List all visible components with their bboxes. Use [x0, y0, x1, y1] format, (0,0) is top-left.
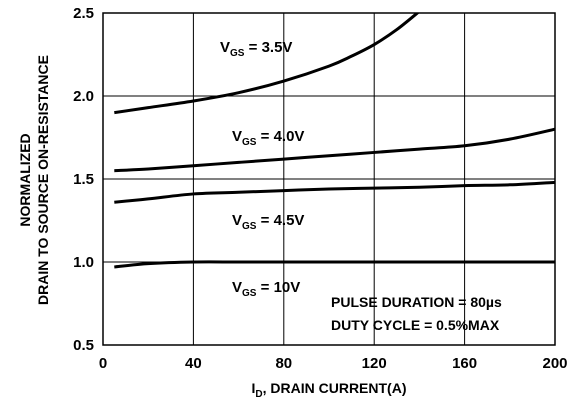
x-axis-label: ID, DRAIN CURRENT(A) — [251, 380, 406, 400]
x-tick-label: 0 — [99, 355, 107, 372]
x-axis-label-rest: , DRAIN CURRENT(A) — [263, 380, 407, 396]
series-line-vgs-4-5v — [114, 180, 555, 204]
annotation-duty-cycle: DUTY CYCLE = 0.5%MAX — [331, 317, 500, 333]
x-tick-label: 40 — [185, 355, 202, 372]
y-tick-label: 2.5 — [73, 5, 94, 22]
x-tick-label: 120 — [362, 355, 387, 372]
series-label-vgs-10v: VGS = 10V — [232, 279, 300, 299]
y-tick-label: 1.0 — [73, 254, 94, 271]
series-label-vgs-4-5v: VGS = 4.5V — [232, 212, 304, 232]
x-tick-label: 80 — [275, 355, 292, 372]
y-tick-label: 1.5 — [73, 171, 94, 188]
plot-frame — [102, 12, 556, 346]
annotation-pulse-duration: PULSE DURATION = 80µs — [331, 294, 502, 310]
y-tick-label: 0.5 — [73, 337, 94, 354]
x-axis-label-main: I — [251, 380, 255, 396]
x-tick-label: 200 — [542, 355, 567, 372]
series-labels: VGS = 3.5V VGS = 4.0V VGS = 4.5V VGS = 10V — [220, 39, 304, 299]
y-axis-label-line2: DRAIN TO SOURCE ON-RESISTANCE — [35, 55, 51, 305]
series-line-vgs-10v — [114, 260, 555, 269]
y-axis-label-line1: NORMALIZED — [17, 133, 33, 226]
y-axis-label: NORMALIZED DRAIN TO SOURCE ON-RESISTANCE — [17, 55, 51, 305]
series-line-vgs-4-0v — [114, 127, 555, 173]
y-tick-label: 2.0 — [73, 88, 94, 105]
series-label-vgs-4-0v: VGS = 4.0V — [232, 128, 304, 148]
tick-labels: 0 40 80 120 160 200 0.5 1.0 1.5 2.0 2.5 — [73, 5, 567, 372]
x-tick-label: 160 — [452, 355, 477, 372]
x-axis-label-subscript: D — [255, 389, 262, 400]
series-label-vgs-3-5v: VGS = 3.5V — [220, 39, 292, 59]
data-series-group — [114, 13, 555, 269]
series-line-vgs-3-5v — [114, 13, 420, 115]
